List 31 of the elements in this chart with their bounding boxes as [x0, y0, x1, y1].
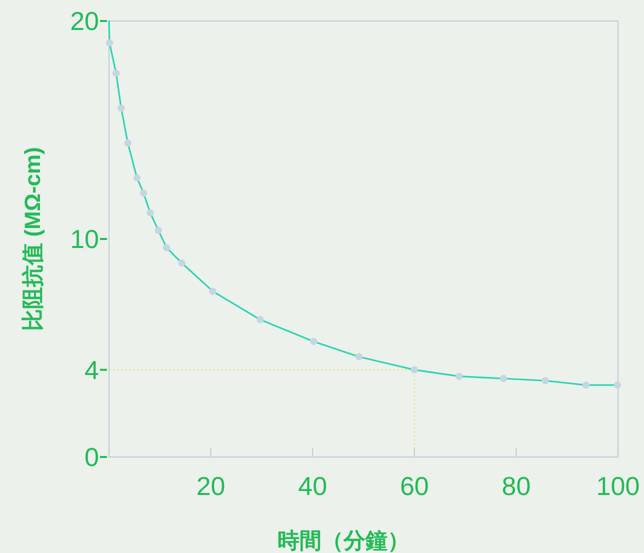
x-tick-label: 20: [196, 471, 226, 501]
point: [410, 366, 418, 374]
point: [140, 190, 148, 197]
point: [256, 316, 264, 324]
y-tick-label: 20: [70, 6, 99, 36]
point: [582, 381, 590, 389]
y-tick-label: 10: [70, 224, 99, 254]
x-tick-label: 80: [502, 471, 531, 501]
point: [162, 244, 170, 252]
point: [209, 288, 216, 295]
point: [154, 226, 162, 234]
x-tick-label: 60: [400, 471, 429, 501]
point: [456, 372, 463, 380]
y-tick-label: 0: [84, 442, 99, 472]
point: [118, 104, 125, 112]
x-axis-title: 時間（分鐘）: [278, 528, 410, 553]
point: [106, 39, 114, 46]
point: [500, 374, 508, 382]
point: [112, 70, 120, 77]
x-tick-label: 100: [596, 471, 640, 501]
point: [542, 377, 549, 384]
y-axis-title: 比阻抗值 (MΩ-cm): [20, 147, 45, 331]
point: [146, 209, 154, 216]
y-tick-label: 4: [84, 354, 99, 385]
point: [133, 174, 141, 182]
point: [310, 338, 318, 346]
point: [614, 381, 622, 389]
point: [178, 259, 186, 267]
point: [124, 139, 132, 147]
x-tick-label: 40: [298, 471, 328, 501]
point: [355, 353, 363, 360]
